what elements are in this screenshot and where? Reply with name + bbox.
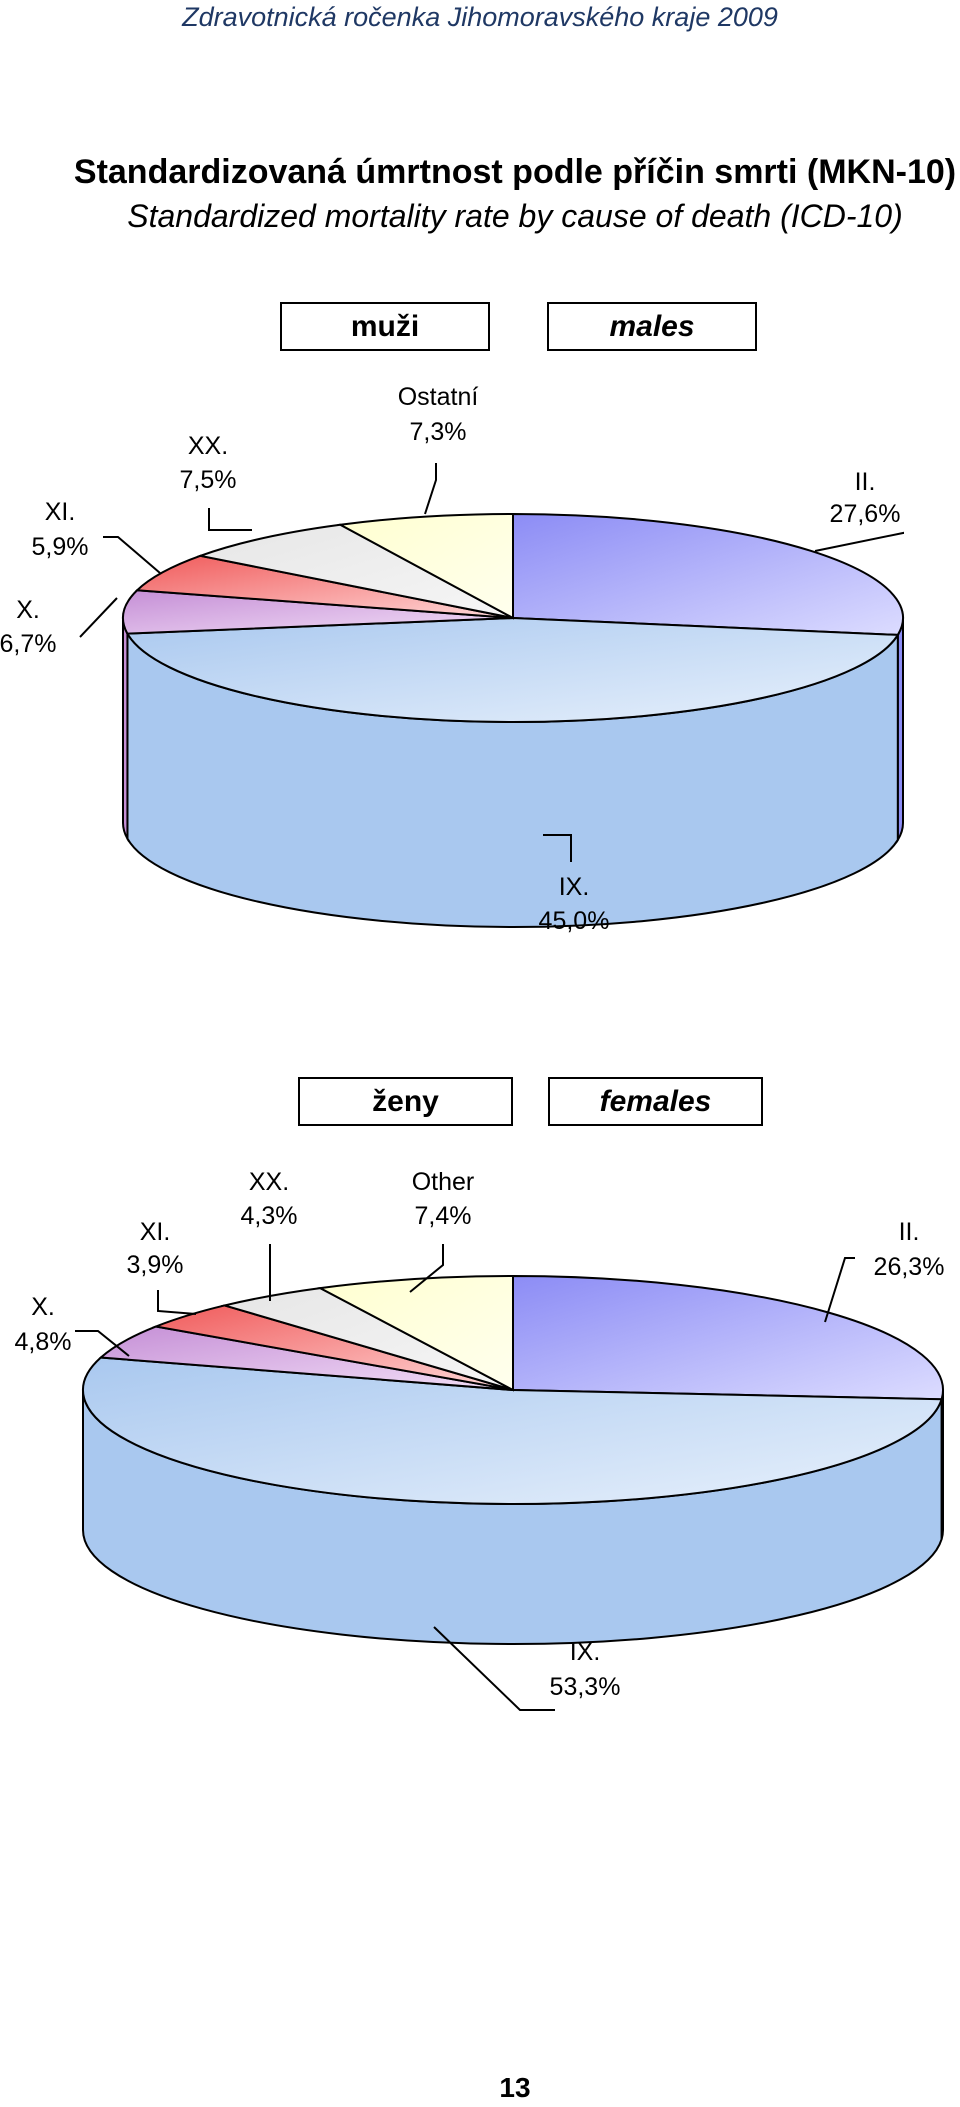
chart-title-english: Standardized mortality rate by cause of … (127, 198, 903, 234)
leader-line (814, 531, 904, 552)
pie-group-0: II. 27,6% IX. 45,0% X. 6,7% XI. 5,9% XX. 7,5% Osta… (0, 383, 904, 935)
slice-label: X. (16, 596, 40, 624)
slice-label: X. (31, 1293, 55, 1321)
pie-slice-IX (82, 1356, 943, 1505)
slice-label: XI. (45, 498, 76, 526)
slice-value-label: 7,4% (415, 1202, 472, 1230)
pie-slice-X (122, 589, 514, 635)
legend-females-en: females (548, 1077, 763, 1126)
slice-value-label: 53,3% (550, 1673, 621, 1701)
slice-value-label: 7,3% (410, 418, 467, 446)
legend-males-cz: muži (280, 302, 490, 351)
slice-label: XX. (249, 1168, 289, 1196)
slice-label: XX. (188, 432, 228, 460)
slice-value-label: 7,5% (180, 466, 237, 494)
slice-value-label: 6,7% (0, 630, 56, 658)
chart-title-czech: Standardizovaná úmrtnost podle příčin sm… (73, 153, 957, 191)
legend-males-en: males (547, 302, 757, 351)
leader-line (103, 536, 161, 574)
slice-label: XI. (140, 1218, 171, 1246)
leader-line (75, 1330, 130, 1357)
leader-line (824, 1257, 855, 1323)
pie-slice-II (512, 1274, 944, 1401)
report-header: Zdravotnická ročenka Jihomoravského kraj… (182, 2, 778, 32)
pie-side-X (122, 617, 129, 843)
slice-value-label: 4,8% (15, 1328, 72, 1356)
slice-label: II. (899, 1218, 920, 1246)
page-number: 13 (499, 2072, 531, 2103)
slice-label: IX. (559, 873, 590, 901)
slice-value-label: 5,9% (32, 533, 89, 561)
slice-value-label: 27,6% (830, 500, 901, 528)
pie-slice-II (512, 512, 904, 636)
pie-slice-IX (125, 616, 900, 723)
pie-slice-XX (196, 523, 514, 619)
leader-line (208, 508, 252, 531)
slice-value-label: 3,9% (127, 1251, 184, 1279)
slice-label: IX. (570, 1638, 601, 1666)
leader-line (424, 463, 437, 515)
slice-value-label: 45,0% (539, 907, 610, 935)
slice-value-label: 26,3% (874, 1253, 945, 1281)
leader-line (433, 1626, 555, 1711)
slice-label: Other (412, 1168, 475, 1196)
slice-value-label: 4,3% (241, 1202, 298, 1230)
pie-group-1: II. 26,3% IX. 53,3% X. 4,8% XI. 3,9% XX. 4,3% Othe… (15, 1168, 945, 1711)
leader-line (79, 597, 118, 638)
pie-slice-Ostatn (337, 512, 514, 620)
leader-line (157, 1290, 197, 1315)
pie-slice-Other (316, 1274, 514, 1392)
slice-label: Ostatní (398, 383, 479, 411)
legend-females-cz: ženy (298, 1077, 513, 1126)
leader-line (409, 1244, 444, 1293)
slice-label: II. (855, 468, 876, 496)
leader-line (543, 834, 572, 862)
